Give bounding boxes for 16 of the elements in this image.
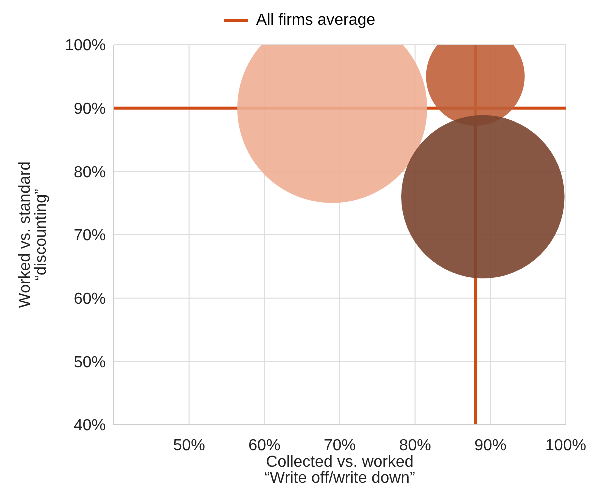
x-tick-label: 100% (546, 437, 586, 454)
y-tick-label: 70% (74, 228, 106, 245)
y-axis-title: Worked vs. standard “discounting” (17, 162, 50, 308)
y-tick-label: 50% (74, 354, 106, 372)
x-tick-label: 50% (173, 437, 206, 454)
x-tick-label: 80% (399, 437, 432, 454)
y-tick-label: 60% (74, 291, 106, 308)
x-tick-label: 70% (324, 437, 356, 454)
y-tick-label: 80% (74, 164, 106, 182)
x-axis-title: Collected vs. worked “Write off/write down” (264, 454, 416, 487)
y-tick-label: 40% (74, 418, 106, 435)
x-tick-label: 90% (474, 437, 507, 454)
x-tick-label: 60% (248, 437, 281, 454)
legend-label: All firms average (256, 12, 376, 30)
y-tick-label: 90% (74, 101, 106, 118)
y-tick-label: 100% (65, 38, 106, 55)
